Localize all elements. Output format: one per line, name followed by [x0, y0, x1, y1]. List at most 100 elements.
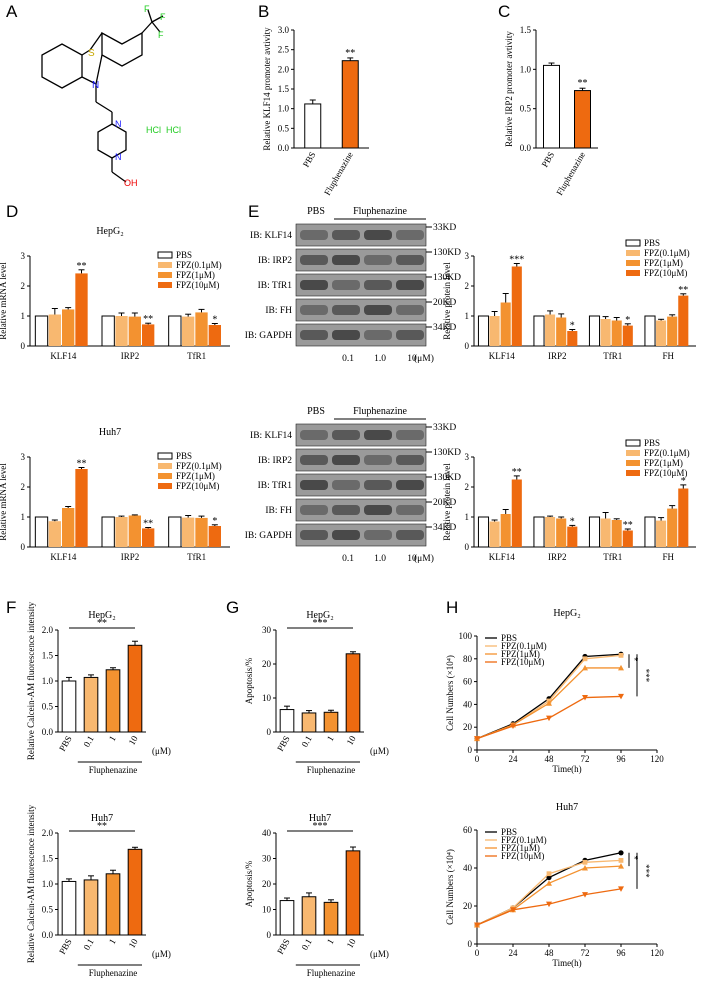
chart-h2-xtick-label: 48 [545, 948, 555, 958]
chart-f1-ylabel: Relative Calcein-AM fluorescence intensi… [26, 601, 36, 760]
chart-d1-ytick-label: 3 [21, 251, 26, 261]
chart-d2-ytick-label: 0 [21, 542, 26, 552]
wb-membrane [295, 523, 427, 547]
chart-d2-legend-label: PBS [176, 451, 192, 461]
chart-h1-title: HepG₂ [553, 608, 580, 619]
chart-d2-ytick-label: 1 [21, 512, 26, 522]
chart-d2-bar [182, 517, 195, 547]
wb-row-label: IB: IRP2 [258, 456, 292, 466]
atom-f-label-1: F [160, 12, 166, 22]
chart-g2-title: Huh7 [309, 813, 331, 824]
chart-h2-point [618, 858, 624, 863]
chart-d2-xtick-label: KLF14 [50, 552, 77, 562]
wb-marker-label: 33KD [433, 223, 456, 233]
wb-band [364, 530, 392, 540]
chart-h1-legend-label: FPZ(0.1μM) [501, 641, 547, 651]
wb-row-label: IB: GAPDH [245, 331, 292, 341]
chart-e2-ytick-label: 0 [465, 542, 470, 552]
chart-e1-bar [556, 317, 567, 346]
chart-h1-ytick-label: 100 [459, 631, 473, 641]
chart-g2-group-label: Fluphenazine [307, 968, 356, 978]
chart-d2-bar [48, 521, 61, 547]
chart-e2-bar [678, 488, 689, 547]
chart-e2-ytick-label: 2 [465, 482, 470, 492]
chart-h2-legend-label: FPZ(0.1μM) [501, 835, 547, 845]
panel-letter-f: F [6, 598, 17, 617]
wb-band [396, 330, 424, 340]
wb-row-label: IB: GAPDH [245, 531, 292, 541]
chart-h1-ytick-label: 80 [463, 654, 473, 664]
chart-b-ytick-label: 2.0 [278, 64, 290, 74]
wb-band [364, 280, 392, 290]
chart-f1-ytick-label: 0.5 [42, 702, 54, 712]
chart-d1-bar [101, 315, 115, 347]
wb-band [300, 530, 328, 540]
chart-g2-bar [323, 901, 339, 936]
chart-h2-point [474, 922, 480, 928]
chart-e2-bar [500, 514, 511, 547]
chart-h2-xtick-label: 24 [509, 948, 519, 958]
chart-h2-point [546, 871, 552, 877]
chart-e1-ytick-label: 1 [465, 311, 470, 321]
chart-d1-ylabel: Relative mRNA level [0, 262, 8, 340]
chart-d1-bar [75, 273, 88, 346]
chart-e1-legend-label: PBS [644, 238, 660, 248]
wb-membrane [295, 448, 427, 472]
wb-marker-label: 20KD [433, 298, 456, 308]
chart-h1-point [474, 735, 480, 742]
chart-h2-xtick-label: 120 [650, 948, 664, 958]
chart-d1-legend-swatch [158, 282, 172, 288]
chart-h1-series-line [476, 695, 622, 740]
wb-marker-label: 130KD [433, 273, 461, 283]
chart-h1-series-line [476, 653, 622, 740]
chart-e2-legend-swatch [626, 460, 640, 466]
chart-d1-legend-swatch [158, 262, 172, 268]
chart-e1-xtick-label: FH [662, 351, 674, 361]
chart-e2-bar [477, 516, 490, 548]
chart-e1-sig-label: * [570, 321, 575, 332]
chart-b-ytick-label: 1.0 [278, 104, 290, 114]
chart-h2-point [618, 863, 624, 869]
wb-band [300, 480, 328, 490]
wb-band [396, 430, 424, 440]
chart-d1-ytick-label: 2 [21, 281, 26, 291]
chart-f1-xtick-label: PBS [57, 734, 74, 753]
chart-d2-ylabel: Relative mRNA level [0, 463, 8, 541]
chart-d2-ytick-label: 3 [21, 452, 26, 462]
wb-band [396, 255, 424, 265]
wb-marker-label: 130KD [433, 448, 461, 458]
chart-h1-point [474, 736, 480, 742]
chart-e2-sig-label: ** [512, 467, 522, 478]
wb-band [300, 305, 328, 315]
chart-g1-group-label: Fluphenazine [307, 765, 356, 775]
western-blot-2: PBS Fluphenazine IB: KLF14 33KD IB: IRP2 130K… [245, 406, 461, 564]
wb-marker-label: 34KD [433, 323, 456, 333]
chart-h2-ytick-label: 40 [463, 863, 473, 873]
chart-g2-xtick-label: 1 [325, 937, 336, 946]
chart-h1-ylabel: Cell Numbers (×10⁴) [445, 655, 455, 731]
chart-f2-ytick-label: 0.0 [42, 930, 54, 940]
chart-b: 0.0 0.5 1.0 1.5 2.0 2.5 3.0 Relative KLF14 prom… [262, 25, 369, 197]
chart-f1-bar [127, 644, 143, 733]
wb-band [332, 505, 360, 515]
chart-e2-bar [656, 520, 667, 547]
chart-e1-legend-swatch [626, 270, 640, 276]
chart-e1-bar [500, 302, 511, 346]
chart-h1-point [510, 722, 516, 728]
chart-g2-bar [301, 896, 317, 936]
wb-dose-label: 0.1 [342, 554, 354, 564]
chart-g2-bar [279, 900, 295, 936]
wb-group-label-pbs: PBS [307, 206, 325, 217]
chart-c-xtick-label: PBS [540, 150, 557, 169]
chart-h1-xtick-label: 96 [617, 754, 627, 764]
wb-band [332, 430, 360, 440]
chart-d1-legend-label: FPZ(10μM) [176, 280, 219, 290]
chart-h2: 0 20 40 60 Cell Numbers (×10⁴) 0 24 48 72 96 120 Ti… [445, 802, 664, 968]
chart-d1-bar [182, 316, 195, 346]
chart-g1-bar [301, 712, 317, 733]
chart-f2: 0.0 0.5 1.0 1.5 2.0 Relative Calcein-AM fluor… [26, 804, 171, 978]
chart-c-xtick-label: Fluphenazine [554, 150, 587, 197]
chart-g2-ylabel: Apoptosis/% [244, 860, 254, 907]
